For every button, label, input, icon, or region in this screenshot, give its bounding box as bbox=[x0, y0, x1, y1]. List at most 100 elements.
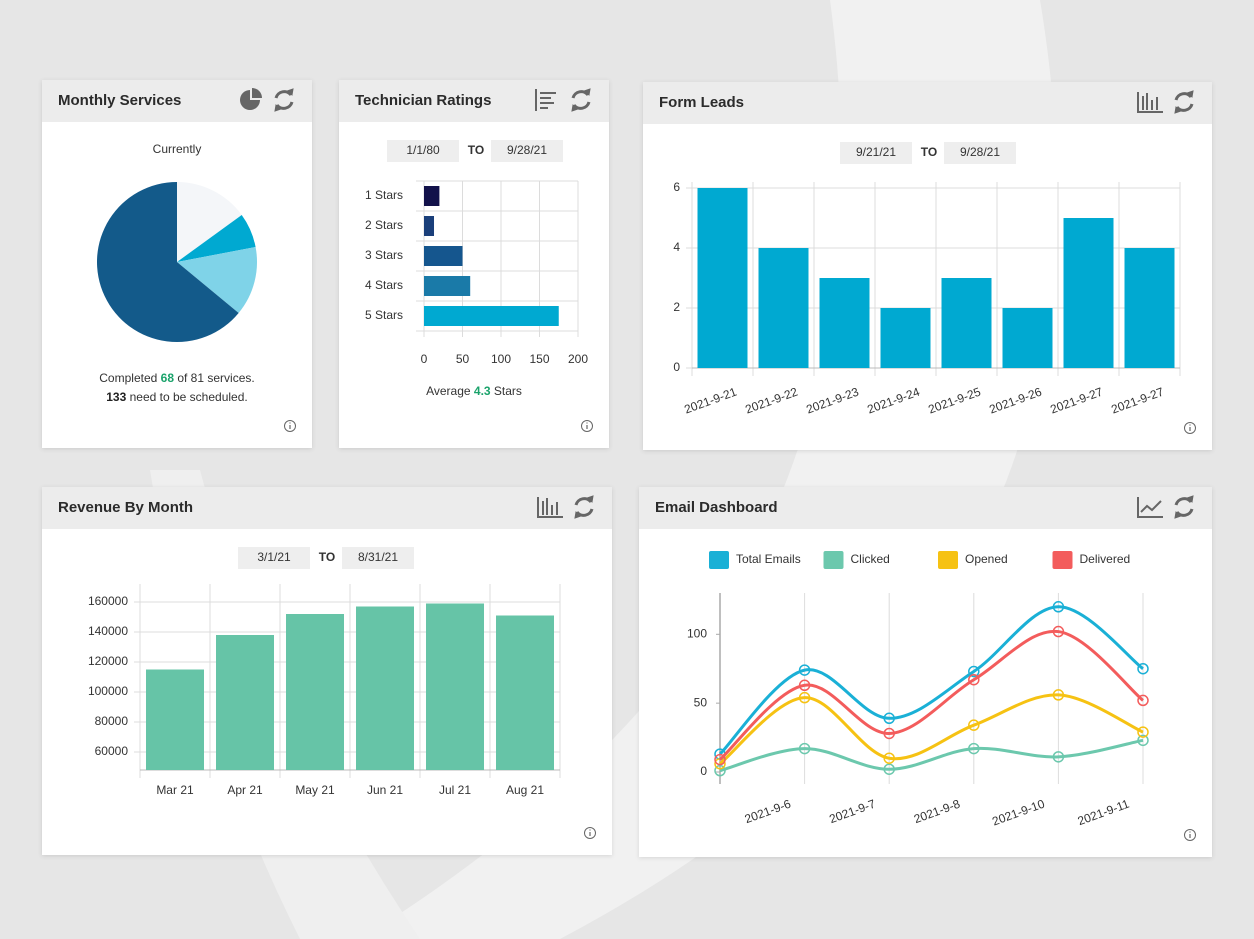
legend-label: Opened bbox=[965, 552, 1008, 566]
y-tick-label: 5 Stars bbox=[365, 308, 403, 322]
date-from-field[interactable] bbox=[387, 140, 459, 162]
refresh-button[interactable] bbox=[574, 495, 594, 519]
point-marker bbox=[883, 752, 895, 764]
y-tick-label: 4 bbox=[673, 240, 680, 254]
info-icon[interactable] bbox=[1184, 829, 1196, 841]
y-tick-label: 120000 bbox=[88, 654, 128, 668]
x-tick-label: 0 bbox=[421, 352, 428, 366]
y-tick-label: 100 bbox=[687, 626, 707, 640]
range-separator: TO bbox=[921, 145, 937, 159]
icon-shape bbox=[1184, 829, 1196, 841]
legend-swatch bbox=[823, 551, 844, 569]
y-tick-label: 0 bbox=[673, 360, 680, 374]
y-tick-label: 1 Stars bbox=[365, 188, 403, 202]
bar bbox=[424, 276, 471, 296]
point-marker bbox=[1052, 601, 1065, 613]
refresh-button[interactable] bbox=[571, 88, 591, 112]
point-marker bbox=[798, 679, 811, 692]
panel bbox=[339, 80, 609, 448]
summary-text: Completed bbox=[99, 371, 157, 385]
bar bbox=[697, 188, 748, 368]
pie-icon bbox=[240, 88, 262, 110]
pie-slice bbox=[177, 247, 257, 313]
icon-shape bbox=[571, 88, 591, 112]
series-line bbox=[719, 738, 1144, 773]
bar bbox=[426, 603, 484, 770]
y-tick-label: 100000 bbox=[88, 684, 128, 698]
legend-swatch bbox=[1052, 551, 1073, 569]
y-tick-label: 80000 bbox=[95, 714, 129, 728]
panel-header bbox=[42, 80, 312, 122]
y-tick-label: 60000 bbox=[95, 744, 129, 758]
point-marker bbox=[883, 712, 895, 725]
info-icon[interactable] bbox=[584, 827, 596, 839]
point-marker bbox=[1137, 662, 1149, 675]
icon-shape bbox=[584, 827, 596, 839]
date-to-field[interactable] bbox=[944, 142, 1016, 164]
panel-header bbox=[643, 82, 1212, 124]
bar bbox=[880, 308, 931, 368]
bar bbox=[424, 306, 559, 326]
point-marker bbox=[883, 727, 895, 740]
refresh-button[interactable] bbox=[1174, 90, 1194, 114]
summary-text: Stars bbox=[494, 384, 522, 398]
icon-shape bbox=[1184, 422, 1196, 434]
point-marker bbox=[1137, 726, 1149, 738]
date-from-field[interactable] bbox=[840, 142, 912, 164]
panel-header bbox=[639, 487, 1212, 529]
refresh-button[interactable] bbox=[274, 88, 294, 112]
date-from-field[interactable] bbox=[238, 547, 310, 569]
date-to: 9/28/21 bbox=[960, 145, 1000, 159]
x-tick-label: May 21 bbox=[295, 783, 335, 797]
bar bbox=[941, 278, 992, 368]
icon-shape bbox=[252, 88, 262, 98]
date-to-field[interactable] bbox=[491, 140, 563, 162]
panel-title: Revenue By Month bbox=[58, 499, 193, 516]
panel-title: Monthly Services bbox=[58, 92, 181, 109]
y-tick-label: 6 bbox=[673, 180, 680, 194]
x-tick-label: 150 bbox=[529, 352, 549, 366]
summary-text: of 81 services. bbox=[177, 371, 254, 385]
y-tick-label: 2 Stars bbox=[365, 218, 403, 232]
date-from: 9/21/21 bbox=[856, 145, 896, 159]
icon-shape bbox=[581, 420, 593, 432]
point-marker bbox=[714, 753, 726, 766]
point-marker bbox=[1137, 734, 1149, 747]
legend-label: Clicked bbox=[851, 552, 890, 566]
info-icon[interactable] bbox=[1184, 422, 1196, 434]
point-marker bbox=[1137, 694, 1149, 707]
y-tick-label: 140000 bbox=[88, 624, 128, 638]
y-tick-label: 160000 bbox=[88, 594, 128, 608]
date-to: 8/31/21 bbox=[358, 550, 398, 564]
x-tick-label: 100 bbox=[491, 352, 511, 366]
icon-shape bbox=[535, 89, 556, 111]
info-icon[interactable] bbox=[284, 420, 296, 432]
bar bbox=[819, 278, 870, 368]
series-line bbox=[718, 630, 1144, 761]
y-tick-label: 2 bbox=[673, 300, 680, 314]
panel-header bbox=[42, 487, 612, 529]
point-marker bbox=[1052, 689, 1065, 701]
bar-icon bbox=[537, 497, 563, 518]
point-marker bbox=[714, 764, 726, 777]
panel-header bbox=[339, 80, 609, 122]
bar bbox=[1063, 218, 1114, 368]
y-tick-label: 4 Stars bbox=[365, 278, 403, 292]
bar bbox=[356, 606, 414, 770]
point-marker bbox=[1052, 751, 1065, 763]
bar bbox=[424, 246, 463, 266]
bar bbox=[758, 248, 809, 368]
bar bbox=[286, 614, 344, 770]
point-marker bbox=[883, 763, 895, 775]
date-to: 9/28/21 bbox=[507, 143, 547, 157]
bar bbox=[424, 216, 435, 236]
chart-subtitle: Currently bbox=[153, 142, 202, 156]
point-marker bbox=[968, 673, 980, 686]
pie-slice bbox=[177, 182, 242, 262]
date-to-field[interactable] bbox=[342, 547, 414, 569]
legend-swatch bbox=[709, 551, 729, 569]
refresh-button[interactable] bbox=[1174, 495, 1194, 519]
info-icon[interactable] bbox=[581, 420, 593, 432]
summary-line: Average 4.3 Stars bbox=[426, 384, 522, 398]
